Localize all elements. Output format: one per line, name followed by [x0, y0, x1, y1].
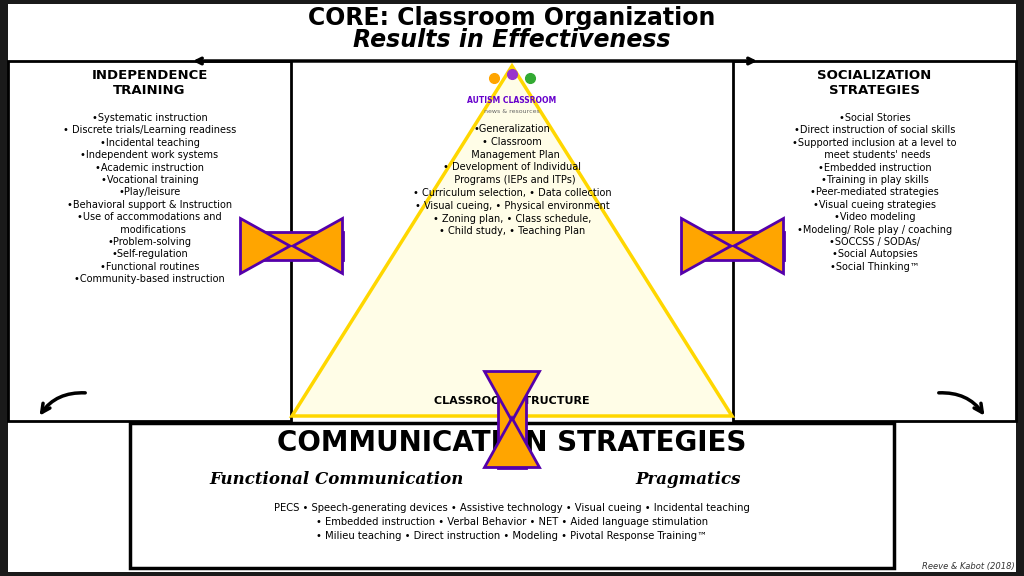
Polygon shape — [484, 418, 540, 468]
Text: Results in Effectiveness: Results in Effectiveness — [353, 28, 671, 52]
Polygon shape — [293, 218, 342, 274]
FancyBboxPatch shape — [8, 61, 291, 421]
Text: news & resources: news & resources — [484, 109, 540, 114]
FancyBboxPatch shape — [499, 372, 525, 468]
FancyBboxPatch shape — [130, 423, 894, 568]
Text: Functional Communication: Functional Communication — [209, 471, 464, 488]
Polygon shape — [292, 66, 732, 416]
Text: •Social Stories
•Direct instruction of social skills
•Supported inclusion at a l: •Social Stories •Direct instruction of s… — [793, 113, 956, 272]
Polygon shape — [734, 218, 783, 274]
Text: PECS • Speech-generating devices • Assistive technology • Visual cueing • Incide: PECS • Speech-generating devices • Assis… — [274, 503, 750, 541]
Text: INDEPENDENCE
TRAINING: INDEPENDENCE TRAINING — [91, 69, 208, 97]
Polygon shape — [682, 218, 731, 274]
Polygon shape — [484, 372, 540, 421]
Text: Reeve & Kabot (2018): Reeve & Kabot (2018) — [923, 562, 1015, 571]
Text: CLASSROOM STRUCTURE: CLASSROOM STRUCTURE — [434, 396, 590, 406]
FancyBboxPatch shape — [8, 4, 1016, 572]
Text: •Generalization
• Classroom
  Management Plan
• Development of Individual
  Prog: •Generalization • Classroom Management P… — [413, 124, 611, 236]
Text: •Systematic instruction
• Discrete trials/Learning readiness
•Incidental teachin: •Systematic instruction • Discrete trial… — [62, 113, 237, 284]
Text: CORE: Classroom Organization: CORE: Classroom Organization — [308, 6, 716, 30]
Text: COMMUNICATION STRATEGIES: COMMUNICATION STRATEGIES — [278, 429, 746, 457]
Polygon shape — [241, 218, 290, 274]
FancyBboxPatch shape — [682, 232, 783, 260]
Text: Pragmatics: Pragmatics — [635, 471, 740, 488]
Text: AUTISM CLASSROOM: AUTISM CLASSROOM — [467, 96, 557, 105]
Text: SOCIALIZATION
STRATEGIES: SOCIALIZATION STRATEGIES — [817, 69, 932, 97]
FancyBboxPatch shape — [241, 232, 342, 260]
FancyBboxPatch shape — [733, 61, 1016, 421]
